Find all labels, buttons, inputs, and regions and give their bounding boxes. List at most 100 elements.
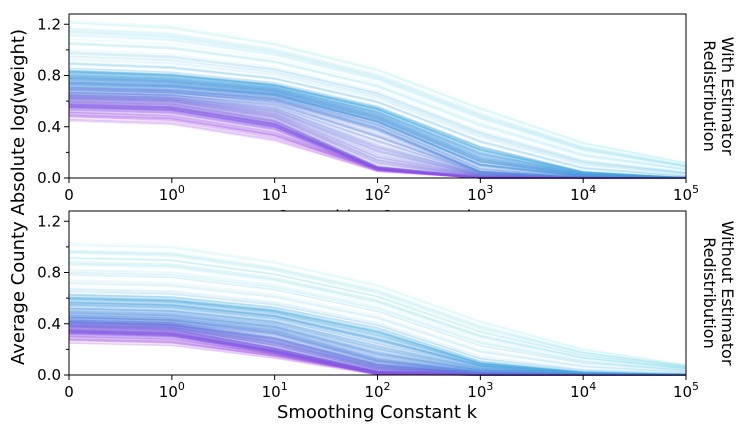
- series-line: [68, 301, 687, 376]
- series-line: [68, 70, 687, 179]
- series-line: [68, 83, 687, 179]
- series-line: [68, 318, 687, 376]
- series-line: [68, 301, 687, 376]
- series-line: [68, 43, 687, 171]
- series-line: [68, 283, 687, 374]
- series-line: [68, 19, 687, 164]
- series-line: [68, 78, 687, 179]
- series-line: [68, 309, 687, 376]
- series-line: [68, 307, 687, 376]
- series-line: [68, 22, 687, 165]
- series-line: [68, 69, 687, 179]
- series-line: [68, 41, 687, 171]
- series-line: [68, 299, 687, 376]
- series-line: [68, 279, 687, 373]
- series-line: [68, 99, 687, 179]
- series-line: [68, 30, 687, 167]
- series-line: [68, 74, 687, 179]
- series-line: [68, 71, 687, 179]
- series-line: [68, 75, 687, 179]
- series-line: [68, 86, 687, 179]
- x-tick-label: 105: [673, 380, 699, 401]
- panel-2-side-label-line2: Redistribution: [700, 237, 719, 348]
- series-line: [68, 70, 687, 179]
- series-line: [68, 242, 687, 366]
- series-line: [68, 295, 687, 376]
- series-line: [68, 82, 687, 179]
- series-line: [68, 21, 687, 164]
- series-line: [68, 75, 687, 179]
- series-line: [68, 311, 687, 376]
- series-line: [68, 52, 687, 174]
- series-line: [68, 294, 687, 376]
- series-line: [68, 88, 687, 179]
- series-line: [68, 67, 687, 179]
- series-line: [68, 77, 687, 179]
- series-line: [68, 83, 687, 179]
- series-line: [68, 59, 687, 176]
- series-line: [68, 289, 687, 375]
- series-line: [68, 304, 687, 376]
- series-line: [68, 298, 687, 376]
- series-line: [68, 95, 687, 179]
- series-line: [68, 76, 687, 179]
- series-line: [68, 69, 687, 179]
- series-line: [68, 256, 687, 369]
- series-line: [68, 281, 687, 374]
- series-line: [68, 304, 687, 376]
- series-line: [68, 302, 687, 376]
- series-line: [68, 272, 687, 372]
- series-line: [68, 297, 687, 376]
- y-tick-label: 0.8: [37, 264, 61, 282]
- series-line: [68, 296, 687, 376]
- series-line: [68, 320, 687, 376]
- panel-1-x-axis: 0 100 101 102 103 104 105: [64, 178, 699, 204]
- series-line: [68, 290, 687, 375]
- series-line: [68, 89, 687, 179]
- panel-1-side-label-line1: With Estimator: [718, 37, 737, 156]
- series-line: [68, 81, 687, 179]
- series-line: [68, 79, 687, 179]
- x-tick-label: 100: [159, 380, 185, 401]
- series-line: [68, 28, 687, 167]
- series-line: [68, 296, 687, 376]
- series-line: [68, 315, 687, 376]
- series-line: [68, 249, 687, 367]
- series-line: [68, 30, 687, 167]
- series-line: [68, 303, 687, 376]
- series-line: [68, 112, 687, 179]
- series-line: [68, 304, 687, 376]
- series-line: [68, 31, 687, 168]
- series-line: [68, 308, 687, 376]
- x-tick-label: 100: [159, 183, 185, 204]
- series-line: [68, 257, 687, 369]
- series-line: [68, 244, 687, 366]
- series-line: [68, 75, 687, 179]
- series-line: [68, 323, 687, 376]
- series-line: [68, 76, 687, 179]
- series-line: [68, 84, 687, 179]
- series-line: [68, 99, 687, 179]
- series-line: [68, 293, 687, 376]
- series-line: [68, 305, 687, 376]
- x-tick-label: 101: [262, 183, 288, 204]
- panel-1-side-label-line2: Redistribution: [700, 40, 719, 151]
- series-line: [68, 295, 687, 376]
- series-line: [68, 67, 687, 179]
- series-line: [68, 301, 687, 376]
- series-line: [68, 67, 687, 179]
- series-line: [68, 80, 687, 179]
- series-line: [68, 252, 687, 368]
- series-line: [68, 297, 687, 376]
- series-line: [68, 71, 687, 179]
- series-line: [68, 77, 687, 179]
- series-line: [68, 77, 687, 179]
- series-line: [68, 81, 687, 179]
- series-line: [68, 50, 687, 174]
- series-line: [68, 309, 687, 376]
- series-line: [68, 63, 687, 178]
- series-line: [68, 314, 687, 376]
- x-tick-label: 101: [262, 380, 288, 401]
- panel-2-side-label-line1: Without Estimator: [718, 221, 737, 366]
- series-line: [68, 301, 687, 376]
